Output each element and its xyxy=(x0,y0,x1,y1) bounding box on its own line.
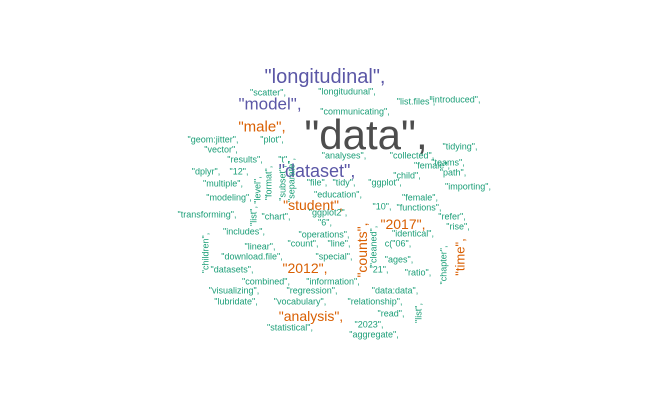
word: "ages", xyxy=(384,254,414,265)
word: "regression", xyxy=(286,285,338,296)
word: "line", xyxy=(327,238,351,249)
word: "transforming", xyxy=(177,209,237,220)
word: "longitudunal", xyxy=(318,86,376,97)
word: "lubridate", xyxy=(214,296,258,307)
word: "t", xyxy=(278,154,290,165)
word: "time", xyxy=(452,238,468,276)
word: "child", xyxy=(393,170,421,181)
word: "download.file", xyxy=(221,251,283,262)
word: "data:data", xyxy=(371,285,419,296)
word: "visualizing", xyxy=(208,285,260,296)
word: "read", xyxy=(377,308,405,319)
word: "datasets", xyxy=(210,264,254,275)
word: "operations", xyxy=(298,229,350,240)
word: "chart", xyxy=(261,211,291,222)
word: "2023", xyxy=(354,319,384,330)
word: "analysis", xyxy=(278,308,344,324)
word: "6", xyxy=(318,217,332,228)
word: "includes", xyxy=(223,226,265,237)
word: "level", xyxy=(252,176,263,204)
word: "chapter", xyxy=(438,245,449,285)
word: "female", xyxy=(414,160,450,171)
word: "refer", xyxy=(438,211,466,222)
word: "vocabulary", xyxy=(273,296,327,307)
word: "collected", xyxy=(389,150,435,161)
word: "student", xyxy=(283,197,343,213)
word: "file", xyxy=(306,177,328,188)
word: "12", xyxy=(229,166,249,177)
word: "ggplot", xyxy=(368,177,402,188)
word: "geom:jitter", xyxy=(187,134,239,145)
word: "information", xyxy=(306,276,360,287)
word: "list", xyxy=(248,206,259,226)
word: "separate", xyxy=(286,158,297,202)
word: "plot", xyxy=(260,134,284,145)
word: "rise", xyxy=(446,221,470,232)
word: "modeling", xyxy=(206,192,252,203)
word: "tidy", xyxy=(332,177,356,188)
word: "dataset", xyxy=(278,161,356,181)
word: "combined", xyxy=(242,276,290,287)
word: "ggplot2", xyxy=(308,207,348,218)
word: "list.files", xyxy=(396,96,436,107)
word: "communicating", xyxy=(320,106,390,117)
word: "ratio", xyxy=(404,267,432,278)
word: "relationship", xyxy=(347,296,403,307)
word: "scatter", xyxy=(250,87,286,98)
word: "female", xyxy=(402,192,438,203)
word: "longitudinal", xyxy=(264,66,386,88)
word: c("06", xyxy=(384,238,412,249)
word: "children", xyxy=(200,232,211,274)
word: "analyses", xyxy=(321,150,367,161)
word: "count", xyxy=(287,238,319,249)
word: "education", xyxy=(314,189,362,200)
word: "format", xyxy=(263,165,274,201)
word: "teams", xyxy=(431,157,465,168)
word: "multiple", xyxy=(203,178,243,189)
word: "functions", xyxy=(396,202,442,213)
word: "statistical", xyxy=(267,322,313,333)
word: "importing", xyxy=(445,181,491,192)
word: "identical", xyxy=(392,228,434,239)
word: "2012", xyxy=(282,260,328,276)
word: "data", xyxy=(304,111,428,158)
word: "results", xyxy=(227,154,263,165)
word: "path", xyxy=(439,167,467,178)
word: "linear", xyxy=(244,241,276,252)
word: "10", xyxy=(372,201,392,212)
word: "dplyr", xyxy=(191,166,221,177)
word: "aggregate", xyxy=(349,329,399,340)
word: "special", xyxy=(315,251,353,262)
word: "2017", xyxy=(380,216,426,232)
word: "cleaned", xyxy=(368,225,379,267)
word: "introduced", xyxy=(429,94,481,105)
word: "model", xyxy=(238,94,302,114)
word: "21", xyxy=(369,264,389,275)
word: "counts", xyxy=(354,222,370,278)
word: "vector", xyxy=(204,144,238,155)
word: "male", xyxy=(238,118,286,136)
word: "list", xyxy=(413,303,424,323)
word: "tidying", xyxy=(442,141,478,152)
